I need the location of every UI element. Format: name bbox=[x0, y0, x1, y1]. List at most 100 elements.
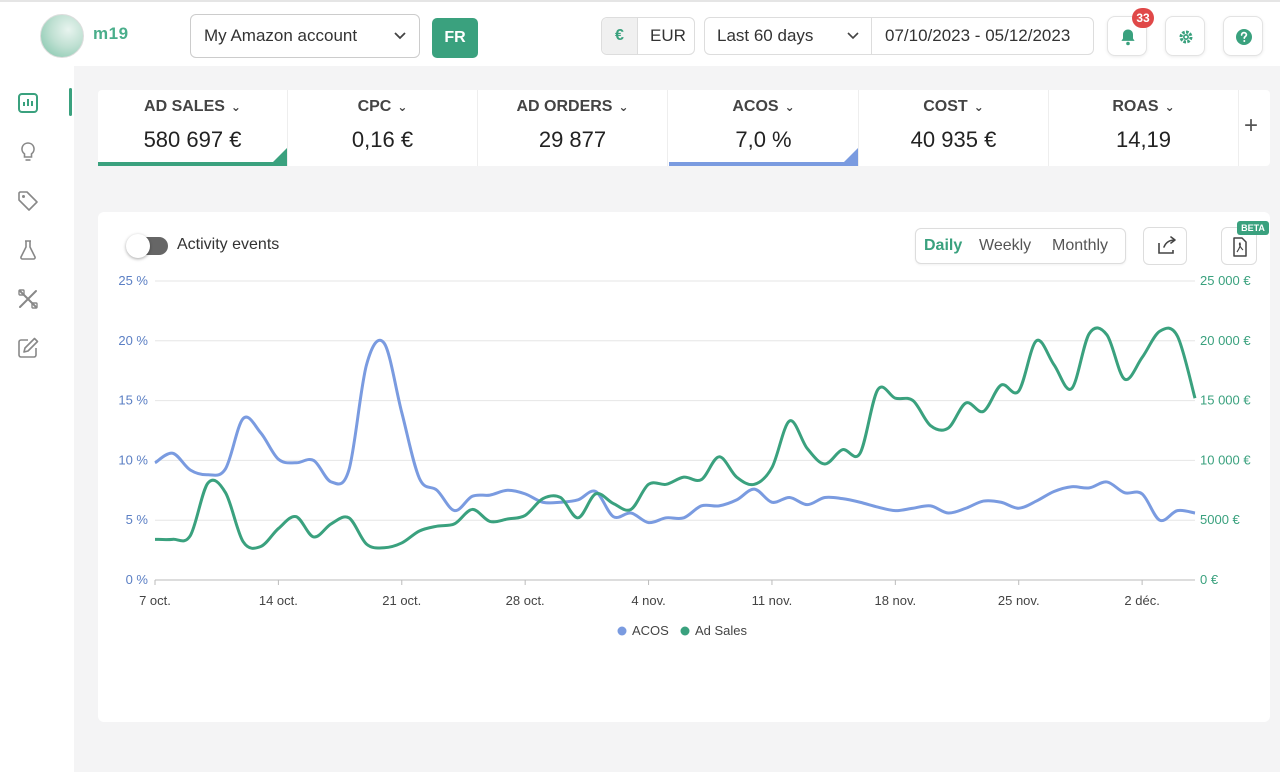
kpi-ad-sales[interactable]: AD SALES ⌄ 580 697 € bbox=[98, 90, 288, 166]
chevron-down-icon[interactable]: ⌄ bbox=[230, 100, 241, 114]
kpi-ad-orders[interactable]: AD ORDERS ⌄ 29 877 bbox=[478, 90, 668, 166]
account-select-label: My Amazon account bbox=[204, 26, 358, 45]
kpi-label: CPC bbox=[357, 98, 392, 115]
kpi-value: 14,19 bbox=[1115, 127, 1172, 152]
edit-icon bbox=[18, 337, 39, 358]
legend-label: Ad Sales bbox=[695, 623, 748, 638]
granularity-switch: Daily Weekly Monthly bbox=[915, 228, 1126, 264]
kpi-row: AD SALES ⌄ 580 697 € CPC ⌄ 0,16 € AD ORDER… bbox=[98, 90, 1270, 166]
account-select[interactable]: My Amazon account bbox=[190, 14, 420, 58]
beta-badge: BETA bbox=[1237, 221, 1269, 235]
x-tick-label: 18 nov. bbox=[874, 593, 916, 608]
x-tick-label: 21 oct. bbox=[382, 593, 421, 608]
y-tick-label-left: 25 % bbox=[118, 273, 148, 288]
y-tick-label-right: 0 € bbox=[1200, 572, 1219, 587]
toggle-knob[interactable] bbox=[126, 234, 150, 258]
sidebar-item-products[interactable] bbox=[16, 189, 40, 213]
chevron-down-icon bbox=[393, 15, 407, 73]
y-tick-label-right: 25 000 € bbox=[1200, 273, 1251, 288]
export-button[interactable] bbox=[1143, 227, 1187, 265]
x-tick-label: 7 oct. bbox=[139, 593, 171, 608]
marketplace-button[interactable]: FR bbox=[432, 18, 478, 58]
x-tick-label: 25 nov. bbox=[998, 593, 1040, 608]
chevron-down-icon[interactable]: ⌄ bbox=[973, 100, 984, 114]
period-select[interactable]: Last 60 days bbox=[704, 17, 872, 55]
kpi-corner-marker bbox=[269, 148, 287, 166]
sidebar-item-experiments[interactable] bbox=[16, 238, 40, 262]
y-tick-label-left: 15 % bbox=[118, 393, 148, 408]
notifications-badge: 33 bbox=[1132, 8, 1154, 28]
kpi-value: 0,16 € bbox=[351, 127, 414, 152]
chevron-down-icon[interactable]: ⌄ bbox=[618, 100, 629, 114]
monthly-button[interactable]: Monthly bbox=[1052, 237, 1109, 254]
y-tick-label-right: 15 000 € bbox=[1200, 393, 1251, 408]
kpi-label: ACOS bbox=[732, 98, 779, 115]
tag-icon bbox=[18, 191, 38, 211]
pdf-icon bbox=[1233, 237, 1247, 257]
legend-label: ACOS bbox=[632, 623, 669, 638]
y-tick-label-right: 10 000 € bbox=[1200, 452, 1251, 467]
series-line-acos bbox=[154, 338, 1196, 525]
daily-button[interactable]: Daily bbox=[924, 237, 963, 254]
add-kpi-button[interactable]: + bbox=[1244, 112, 1259, 139]
sidebar-item-dashboard[interactable] bbox=[16, 91, 40, 115]
kpi-cpc[interactable]: CPC ⌄ 0,16 € bbox=[288, 90, 478, 166]
series-line-ad-sales bbox=[154, 326, 1197, 550]
y-tick-label-left: 20 % bbox=[118, 333, 148, 348]
sidebar-item-insights[interactable] bbox=[16, 140, 40, 164]
kpi-cost[interactable]: COST ⌄ 40 935 € bbox=[859, 90, 1049, 166]
chevron-down-icon[interactable]: ⌄ bbox=[784, 100, 795, 114]
x-tick-label: 28 oct. bbox=[506, 593, 545, 608]
x-tick-label: 11 nov. bbox=[752, 593, 793, 608]
kpi-value: 580 697 € bbox=[143, 127, 242, 152]
kpi-underline bbox=[98, 162, 287, 166]
activity-events-label: Activity events bbox=[177, 236, 280, 253]
y-tick-label-left: 10 % bbox=[118, 452, 148, 467]
legend-marker bbox=[617, 626, 627, 636]
chevron-down-icon[interactable]: ⌄ bbox=[397, 100, 408, 114]
x-tick-label: 14 oct. bbox=[259, 593, 298, 608]
kpi-label: ROAS bbox=[1112, 98, 1159, 115]
gear-icon bbox=[1179, 30, 1193, 44]
y-tick-label-left: 5 % bbox=[126, 512, 149, 527]
y-tick-label-right: 5000 € bbox=[1200, 512, 1241, 527]
settings-button[interactable] bbox=[1165, 16, 1205, 56]
kpi-value: 7,0 % bbox=[735, 127, 792, 152]
bell-icon bbox=[1121, 29, 1135, 46]
y-tick-label-left: 0 % bbox=[126, 572, 149, 587]
tools-icon bbox=[18, 289, 38, 309]
period-select-label: Last 60 days bbox=[717, 26, 814, 45]
currency-code: EUR bbox=[650, 26, 686, 45]
sidebar-item-tools[interactable] bbox=[16, 287, 40, 311]
flask-icon bbox=[20, 240, 36, 260]
currency-symbol: € bbox=[602, 18, 638, 54]
y-tick-label-right: 20 000 € bbox=[1200, 333, 1251, 348]
chevron-down-icon[interactable]: ⌄ bbox=[1164, 100, 1175, 114]
weekly-button[interactable]: Weekly bbox=[979, 237, 1032, 254]
chart-card bbox=[98, 212, 1270, 722]
chart-icon bbox=[18, 93, 38, 113]
kpi-roas[interactable]: ROAS ⌄ 14,19 bbox=[1049, 90, 1239, 166]
legend-marker bbox=[680, 626, 690, 636]
top-bar: m19 My Amazon account FR € EUR Last 60 d… bbox=[0, 0, 1280, 66]
kpi-value: 29 877 bbox=[538, 127, 607, 152]
sidebar bbox=[0, 66, 74, 772]
chevron-down-icon bbox=[847, 18, 859, 68]
currency-selector[interactable]: € EUR bbox=[601, 17, 695, 55]
kpi-corner-marker bbox=[840, 148, 858, 166]
kpi-underline bbox=[669, 162, 858, 166]
kpi-value: 40 935 € bbox=[910, 127, 997, 152]
lightbulb-icon bbox=[21, 142, 35, 161]
help-button[interactable] bbox=[1223, 16, 1263, 56]
logo-text: m19 bbox=[93, 24, 129, 43]
date-range-picker[interactable]: 07/10/2023 - 05/12/2023 bbox=[871, 17, 1094, 55]
sidebar-active-indicator bbox=[69, 88, 72, 116]
kpi-acos[interactable]: ACOS ⌄ 7,0 % bbox=[669, 90, 859, 166]
kpi-label: COST bbox=[923, 98, 968, 115]
x-tick-label: 2 déc. bbox=[1124, 593, 1159, 608]
sidebar-item-edit[interactable] bbox=[16, 336, 40, 360]
logo[interactable] bbox=[40, 14, 84, 58]
kpi-label: AD SALES bbox=[144, 98, 225, 115]
kpi-label: AD ORDERS bbox=[516, 98, 613, 115]
